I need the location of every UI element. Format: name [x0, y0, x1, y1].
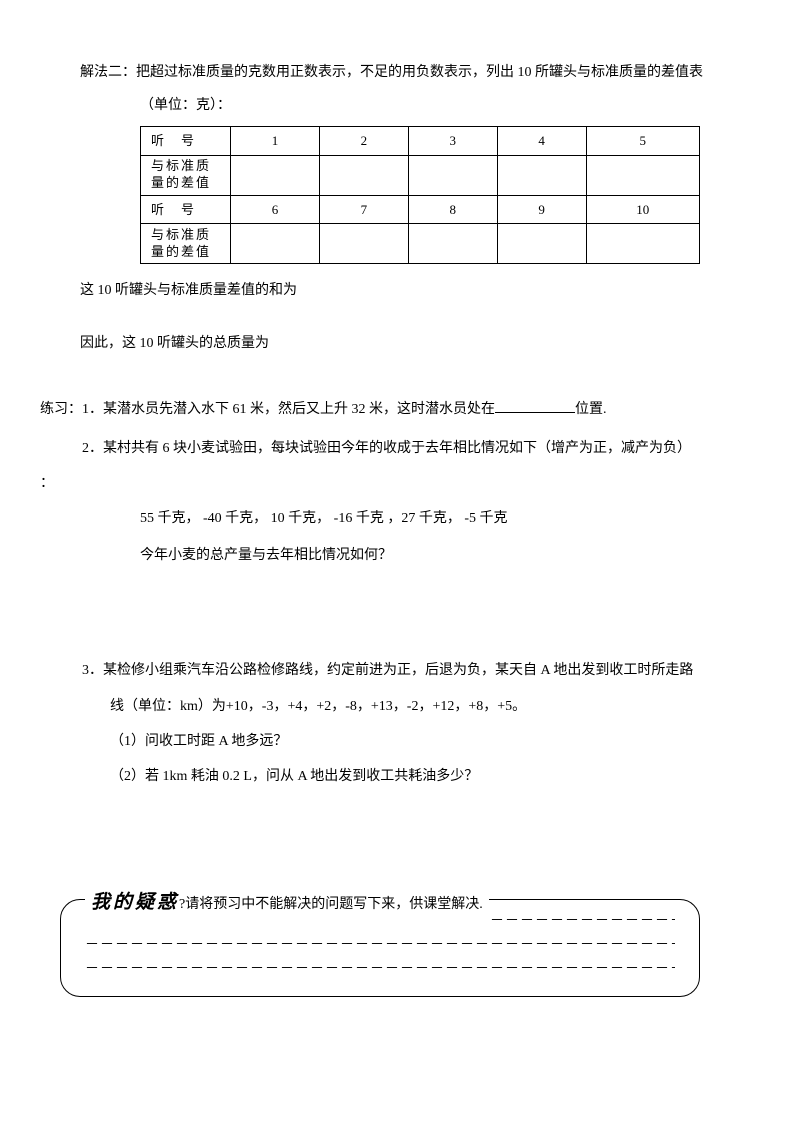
dash-line: －－－－－－－－－－－－－－－－－－－－－－－－－－－－－－－－－－－－－－－－…: [85, 958, 675, 982]
tin-number-label: 听 号: [141, 127, 231, 155]
table-row: 与标准质 量的差值: [141, 224, 700, 264]
q1-body: 1．某潜水员先潜入水下 61 米，然后又上升 32 米，这时潜水员处在 位置.: [82, 397, 720, 422]
practice-label: 练习：: [40, 397, 82, 422]
diff-cell: [408, 155, 497, 195]
diff-label: 与标准质 量的差值: [141, 224, 231, 264]
table-row: 听 号 6 7 8 9 10: [141, 195, 700, 223]
tin-num-cell: 5: [586, 127, 700, 155]
diff-cell: [231, 155, 320, 195]
sum-text: 这 10 听罐头与标准质量差值的和为: [80, 278, 720, 303]
practice-section: 练习： 1．某潜水员先潜入水下 61 米，然后又上升 32 米，这时潜水员处在 位…: [40, 397, 720, 790]
diff-label: 与标准质 量的差值: [141, 155, 231, 195]
diff-cell: [586, 155, 700, 195]
diff-cell: [231, 224, 320, 264]
tin-num-cell: 10: [586, 195, 700, 223]
fill-blank[interactable]: [495, 399, 575, 413]
diff-cell: [497, 155, 586, 195]
doubt-title-big: 我的疑惑: [91, 892, 179, 913]
diff-cell: [319, 224, 408, 264]
tin-number-label: 听 号: [141, 195, 231, 223]
q2-ask: 今年小麦的总产量与去年相比情况如何？: [40, 543, 720, 568]
doubt-box: 我的疑惑?请将预习中不能解决的问题写下来，供课堂解决. －－－－－－－－－－－－…: [60, 899, 700, 996]
q2-values: 55 千克， -40 千克， 10 千克， -16 千克 ，27 千克， -5 …: [40, 506, 720, 531]
diff-cell: [408, 224, 497, 264]
q1-prefix: 1．某潜水员先潜入水下 61 米，然后又上升 32 米，这时潜水员处在: [82, 402, 495, 417]
therefore-text: 因此，这 10 听罐头的总质量为: [80, 331, 720, 356]
q3-sub2: （2）若 1km 耗油 0.2 L，问从 A 地出发到收工共耗油多少？: [82, 764, 720, 789]
method2-intro: 解法二：把超过标准质量的克数用正数表示，不足的用负数表示，列出 10 所罐头与标…: [80, 60, 720, 85]
practice-q2: 2．某村共有 6 块小麦试验田，每块试验田今年的收成于去年相比情况如下（增产为正…: [40, 436, 720, 461]
doubt-title-rest: ?请将预习中不能解决的问题写下来，供课堂解决.: [179, 897, 483, 912]
table-row: 与标准质 量的差值: [141, 155, 700, 195]
table-row: 听 号 1 2 3 4 5: [141, 127, 700, 155]
tin-num-cell: 4: [497, 127, 586, 155]
q3-sub1: （1）问收工时距 A 地多远？: [82, 729, 720, 754]
tin-num-cell: 3: [408, 127, 497, 155]
q1-suffix: 位置.: [575, 402, 607, 417]
q2-colon: ：: [40, 471, 720, 496]
practice-q1: 练习： 1．某潜水员先潜入水下 61 米，然后又上升 32 米，这时潜水员处在 位…: [40, 397, 720, 422]
q2-line1: 2．某村共有 6 块小麦试验田，每块试验田今年的收成于去年相比情况如下（增产为正…: [82, 436, 720, 461]
method-two-section: 解法二：把超过标准质量的克数用正数表示，不足的用负数表示，列出 10 所罐头与标…: [80, 60, 720, 357]
tin-num-cell: 6: [231, 195, 320, 223]
tin-num-cell: 9: [497, 195, 586, 223]
q3-line2: 线（单位：km）为+10，-3，+4，+2，-8，+13，-2，+12，+8，+…: [82, 694, 720, 719]
practice-q3: 3．某检修小组乘汽车沿公路检修路线，约定前进为正，后退为负，某天自 A 地出发到…: [40, 658, 720, 789]
diff-cell: [497, 224, 586, 264]
doubt-title: 我的疑惑?请将预习中不能解决的问题写下来，供课堂解决.: [85, 886, 489, 920]
tin-num-cell: 1: [231, 127, 320, 155]
tin-num-cell: 2: [319, 127, 408, 155]
doubt-box-container: 我的疑惑?请将预习中不能解决的问题写下来，供课堂解决. －－－－－－－－－－－－…: [60, 899, 700, 996]
diff-cell: [586, 224, 700, 264]
diff-cell: [319, 155, 408, 195]
dash-line: －－－－－－－－－－－－－－－－－－－－－－－－－－－－－－－－－－－－－－－－…: [85, 934, 675, 958]
difference-table: 听 号 1 2 3 4 5 与标准质 量的差值 听 号 6 7 8 9 10: [140, 126, 700, 264]
method2-unit: （单位：克）：: [80, 93, 720, 118]
q3-line1: 3．某检修小组乘汽车沿公路检修路线，约定前进为正，后退为负，某天自 A 地出发到…: [82, 658, 720, 683]
tin-num-cell: 8: [408, 195, 497, 223]
tin-num-cell: 7: [319, 195, 408, 223]
